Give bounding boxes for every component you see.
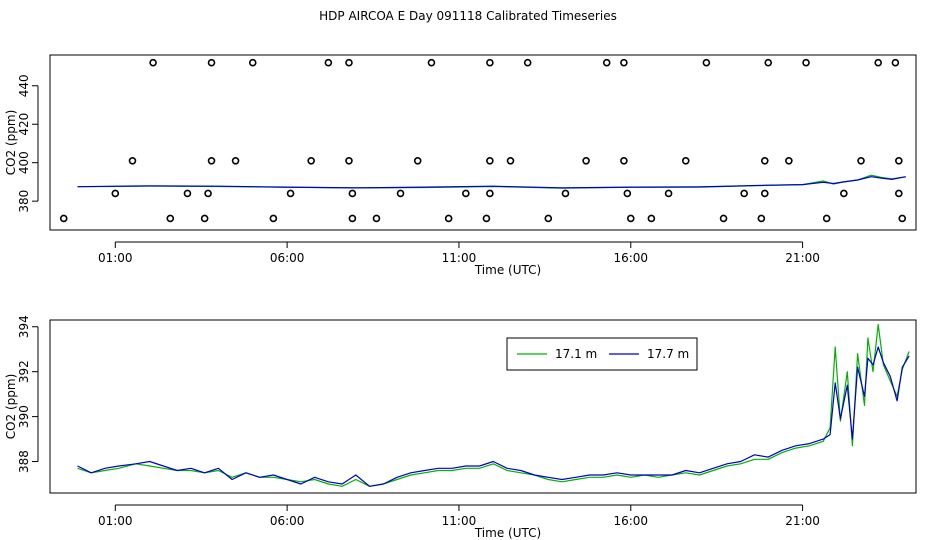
scatter-point — [757, 214, 766, 223]
y-tick-label: 390 — [17, 405, 31, 428]
scatter-point — [204, 189, 212, 198]
x-tick-label: 06:00 — [270, 251, 305, 265]
x-tick-label: 11:00 — [442, 514, 477, 528]
x-tick-label: 11:00 — [442, 251, 477, 265]
scatter-point — [702, 58, 711, 67]
scatter-point — [286, 189, 295, 198]
scatter-point — [345, 58, 353, 67]
legend: 17.1 m 17.7 m — [506, 337, 698, 371]
scatter-point — [345, 156, 353, 165]
scatter-point — [740, 189, 748, 198]
scatter-point — [413, 156, 422, 165]
x-axis-title: Time (UTC) — [474, 263, 541, 277]
x-tick-label: 06:00 — [270, 514, 305, 528]
scatter-point — [444, 214, 453, 223]
scatter-point — [681, 156, 690, 165]
scatter-point — [486, 189, 494, 198]
scatter-point — [506, 156, 515, 165]
scatter-point — [324, 58, 333, 67]
x-tick-label: 16:00 — [613, 251, 648, 265]
scatter-point — [482, 214, 491, 223]
scatter-point — [623, 189, 632, 198]
plot-1-frame — [49, 54, 917, 231]
scatter-point — [269, 214, 278, 223]
legend-label: 17.7 m — [647, 347, 689, 361]
scatter-point — [486, 58, 494, 67]
scatter-point — [874, 58, 882, 67]
x-axis-title: Time (UTC) — [474, 526, 541, 540]
y-tick-label: 420 — [17, 113, 31, 136]
scatter-point — [128, 156, 137, 165]
scatter-point — [59, 214, 68, 223]
y-tick-label: 388 — [17, 450, 31, 473]
chart-main-title: HDP AIRCOA E Day 091118 Calibrated Times… — [319, 9, 617, 23]
scatter-point — [207, 58, 216, 67]
x-tick-label: 21:00 — [785, 514, 820, 528]
scatter-point — [898, 214, 907, 223]
y-tick-label: 380 — [17, 190, 31, 213]
y-tick-label: 394 — [17, 315, 31, 338]
scatter-point — [626, 214, 635, 223]
scatter-point — [523, 58, 532, 67]
scatter-point — [544, 214, 553, 223]
scatter-point — [231, 156, 240, 165]
scatter-point — [149, 58, 157, 67]
scatter-point — [822, 214, 831, 223]
y-tick-label: 392 — [17, 360, 31, 383]
y-tick-label: 440 — [17, 74, 31, 97]
scatter-point — [802, 58, 810, 67]
plot-2: 01:00 06:00 11:00 16:00 21:00 388 390 392 394 Tim… — [4, 315, 917, 540]
scatter-point — [348, 214, 357, 223]
x-tick-label: 01:00 — [98, 251, 133, 265]
y-axis-title: CO2 (ppm) — [4, 374, 18, 440]
y-axis-title: CO2 (ppm) — [4, 110, 18, 176]
scatter-point — [857, 156, 865, 165]
scatter-point — [664, 189, 673, 198]
x-tick-label: 01:00 — [98, 514, 133, 528]
scatter-point — [895, 189, 903, 198]
scatter-point — [248, 58, 257, 67]
scatter-point — [602, 58, 611, 67]
scatter-point — [719, 214, 728, 223]
scatter-point — [764, 58, 773, 67]
scatter-point — [561, 189, 570, 198]
x-tick-label: 21:00 — [785, 251, 820, 265]
y-tick-label: 400 — [17, 151, 31, 174]
scatter-point — [166, 214, 175, 223]
scatter-point — [183, 189, 192, 198]
scatter-point — [207, 156, 216, 165]
scatter-point — [307, 156, 315, 165]
scatter-point — [348, 189, 357, 198]
scatter-point — [785, 156, 793, 165]
plot-2-frame — [49, 319, 917, 494]
scatter-point — [427, 58, 436, 67]
plot-1: 01:00 06:00 11:00 16:00 21:00 380 400 420 440 Tim… — [4, 54, 917, 277]
scatter-point — [840, 189, 848, 198]
scatter-point — [111, 189, 120, 198]
scatter-point — [396, 189, 405, 198]
scatter-point — [891, 58, 900, 67]
scatter-point — [200, 214, 209, 223]
series-line-17-1-m — [77, 323, 910, 487]
scatter-point — [760, 156, 769, 165]
series-line-17-7-m — [77, 176, 906, 189]
scatter-point — [620, 156, 628, 165]
scatter-point — [486, 156, 494, 165]
x-tick-label: 16:00 — [613, 514, 648, 528]
scatter-point — [582, 156, 590, 165]
scatter-point — [372, 214, 381, 223]
series-line-17-7-m — [77, 346, 910, 487]
legend-label: 17.1 m — [555, 347, 597, 361]
scatter-point — [647, 214, 656, 223]
scatter-point — [462, 189, 470, 198]
scatter-point — [895, 156, 903, 165]
scatter-point — [620, 58, 628, 67]
scatter-point — [760, 189, 769, 198]
